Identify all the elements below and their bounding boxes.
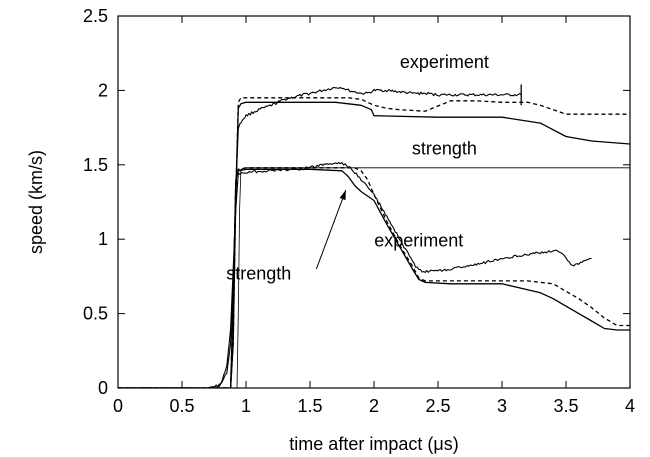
series-noisy-line — [118, 161, 592, 388]
annotation-label: strength — [412, 138, 477, 158]
tick-labels: 0 0.5 1 1.5 2 2.5 3 3.5 4 0 0.5 1 1.5 2 2.5 — [83, 6, 635, 416]
x-tick-label: 1.5 — [297, 396, 322, 416]
x-tick-label: 0 — [113, 396, 123, 416]
annotation-arrow — [315, 189, 347, 270]
y-tick-label: 2.5 — [83, 6, 108, 26]
axis-ticks — [117, 15, 631, 389]
series-dashed-line — [118, 167, 630, 388]
annotation-label: strength — [226, 263, 291, 283]
annotations: experiment strength experiment strength — [226, 52, 489, 283]
x-tick-label: 1 — [241, 396, 251, 416]
y-tick-label: 2 — [98, 80, 108, 100]
annotation-label: experiment — [374, 231, 463, 251]
annotation-label: experiment — [400, 52, 489, 72]
x-tick-label: 3.5 — [553, 396, 578, 416]
plot-frame — [117, 15, 631, 389]
y-tick-label: 0.5 — [83, 304, 108, 324]
y-tick-label: 1.5 — [83, 155, 108, 175]
y-tick-label: 0 — [98, 378, 108, 398]
y-tick-label: 1 — [98, 229, 108, 249]
x-tick-label: 2 — [369, 396, 379, 416]
x-tick-label: 4 — [625, 396, 635, 416]
series-solid-line — [118, 168, 630, 388]
y-axis-label: speed (km/s) — [26, 150, 46, 254]
x-tick-label: 3 — [497, 396, 507, 416]
series-thin-line — [118, 167, 630, 388]
series-dashed-line — [118, 97, 630, 388]
x-tick-label: 2.5 — [425, 396, 450, 416]
x-axis-label: time after impact (μs) — [289, 434, 458, 454]
arrow-head — [339, 190, 346, 201]
series-layer — [118, 84, 630, 388]
x-tick-label: 0.5 — [169, 396, 194, 416]
